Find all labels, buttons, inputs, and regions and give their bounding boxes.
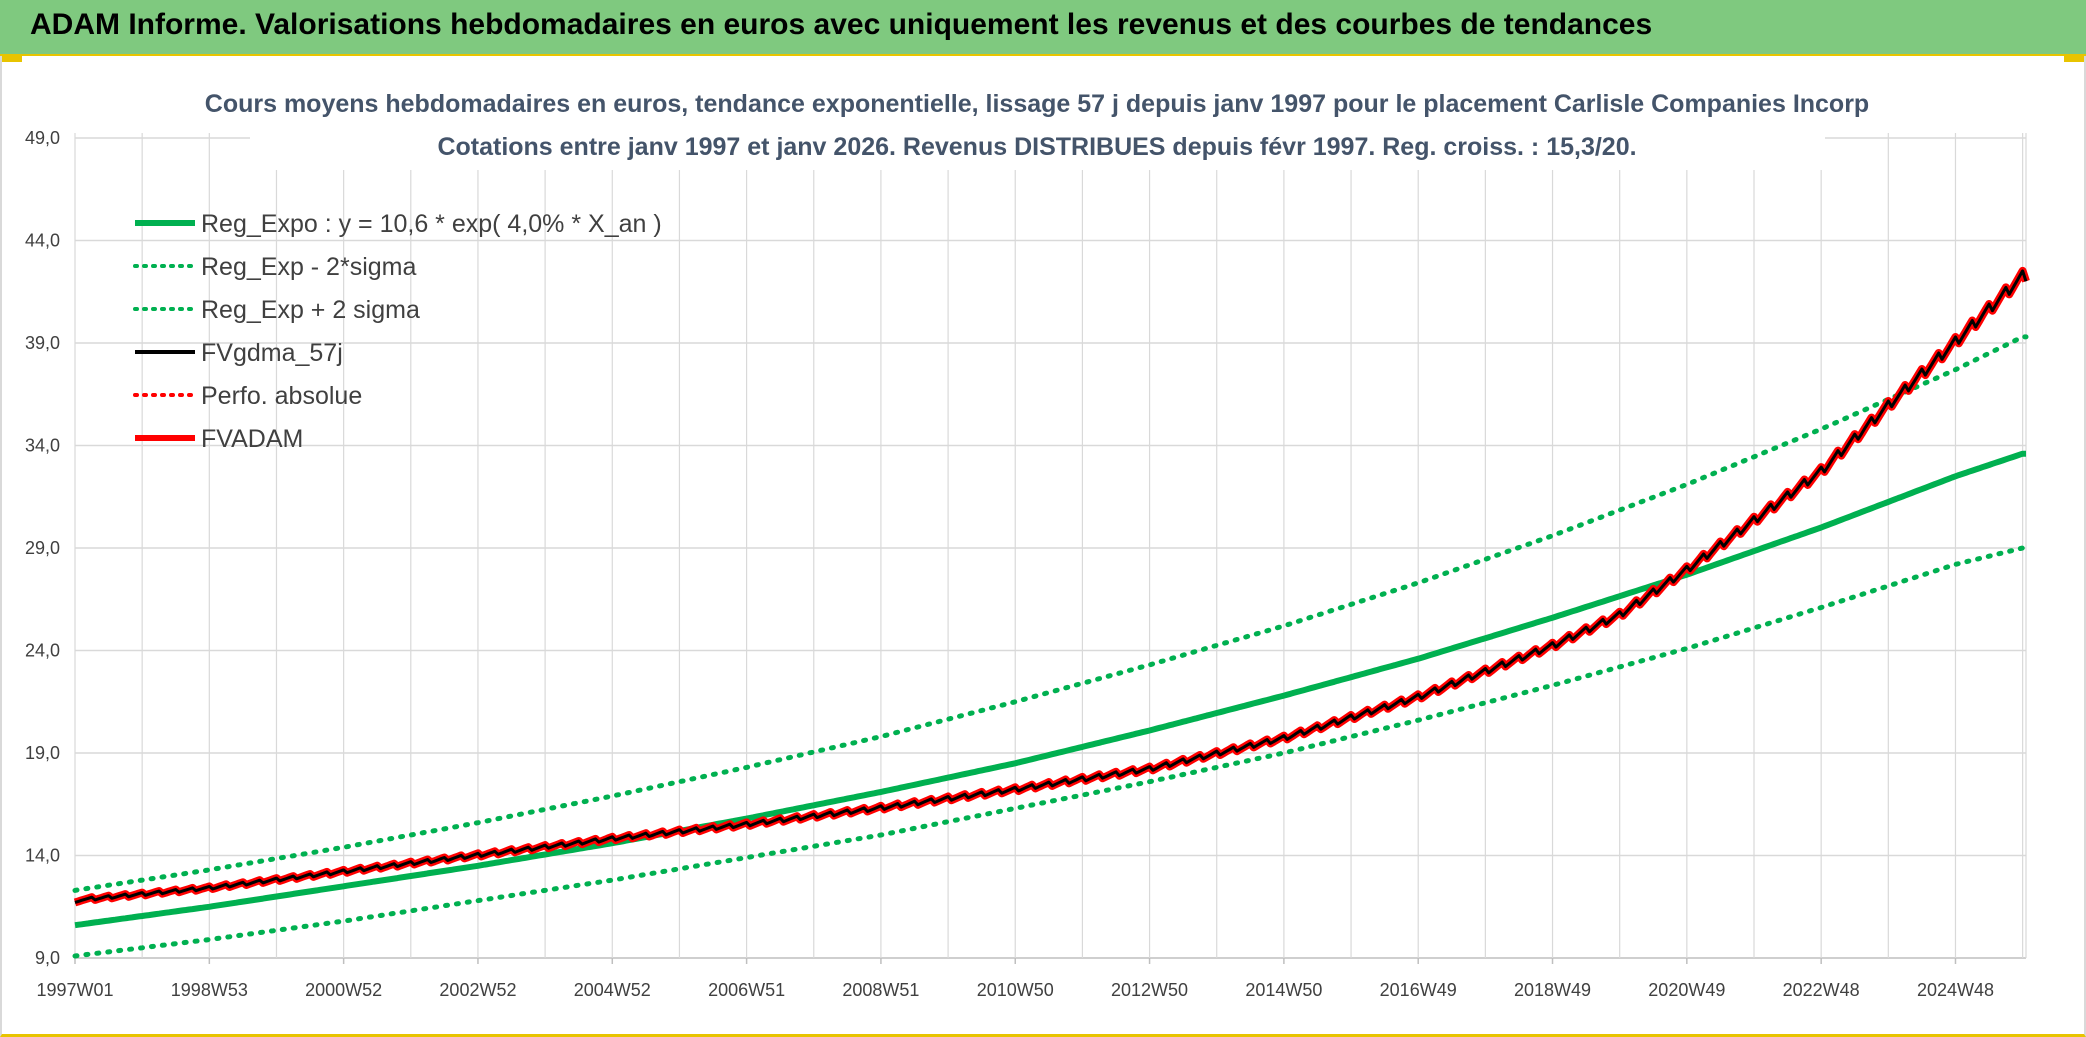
x-tick-label: 2018W49 [1514, 980, 1591, 1000]
chart-frame [0, 54, 2086, 1037]
report-title: ADAM Informe. Valorisations hebdomadaire… [30, 8, 1653, 41]
y-tick-label: 39,0 [25, 333, 60, 353]
chart-title-line-1: Cours moyens hebdomadaires en euros, ten… [205, 90, 1869, 118]
x-tick-label: 2008W51 [842, 980, 919, 1000]
legend-label: Reg_Expo : y = 10,6 * exp( 4,0% * X_an ) [201, 210, 662, 238]
y-tick-label: 14,0 [25, 846, 60, 866]
axis-layer: 9,0 14,0 19,0 24,0 29,0 34,0 39,0 44,0 49,0 1997W… [25, 128, 1994, 1000]
x-tick-label: 2002W52 [439, 980, 516, 1000]
x-tick-label: 2020W49 [1648, 980, 1725, 1000]
y-tick-label: 9,0 [35, 948, 60, 968]
legend-label: Perfo. absolue [201, 382, 362, 410]
x-tick-label: 2012W50 [1111, 980, 1188, 1000]
y-tick-label: 49,0 [25, 128, 60, 148]
report-banner: ADAM Informe. Valorisations hebdomadaire… [0, 0, 2086, 56]
series-line-fvadam [73, 266, 2030, 907]
series-line-reg-exp-2-sigma [72, 334, 2029, 893]
legend-label: Reg_Exp - 2*sigma [201, 253, 416, 281]
x-tick-label: 2000W52 [305, 980, 382, 1000]
legend-label: Reg_Exp + 2 sigma [201, 296, 420, 324]
x-tick-label: 2014W50 [1245, 980, 1322, 1000]
series-line-perfo-absolue [74, 269, 2028, 904]
legend-label: FVADAM [201, 425, 303, 453]
legend: Reg_Expo : y = 10,6 * exp( 4,0% * X_an )… [133, 210, 662, 453]
chart-title-block: Cours moyens hebdomadaires en euros, ten… [205, 80, 1869, 170]
y-tick-label: 44,0 [25, 231, 60, 251]
corner-marker-right [2064, 54, 2084, 62]
x-tick-label: 2024W48 [1917, 980, 1994, 1000]
series-line-reg-expo [74, 450, 2026, 929]
x-tick-label: 2022W48 [1783, 980, 1860, 1000]
series-line-reg-exp-2-sigma [72, 545, 2029, 959]
y-tick-label: 24,0 [25, 641, 60, 661]
legend-label: FVgdma_57j [201, 339, 343, 367]
grid-layer [74, 133, 2027, 959]
title-background [250, 80, 1825, 170]
x-tick-label: 2006W51 [708, 980, 785, 1000]
x-tick-label: 1998W53 [171, 980, 248, 1000]
chart-title-line-2: Cotations entre janv 1997 et janv 2026. … [437, 133, 1636, 161]
x-tick-label: 2016W49 [1380, 980, 1457, 1000]
x-tick-label: 1997W01 [36, 980, 113, 1000]
y-tick-label: 19,0 [25, 743, 60, 763]
series-line-fvgdma-57j [74, 269, 2028, 904]
corner-marker-left [2, 54, 22, 62]
y-tick-label: 29,0 [25, 538, 60, 558]
series-layer [72, 266, 2030, 959]
x-tick-label: 2010W50 [977, 980, 1054, 1000]
y-tick-label: 34,0 [25, 436, 60, 456]
x-tick-label: 2004W52 [574, 980, 651, 1000]
